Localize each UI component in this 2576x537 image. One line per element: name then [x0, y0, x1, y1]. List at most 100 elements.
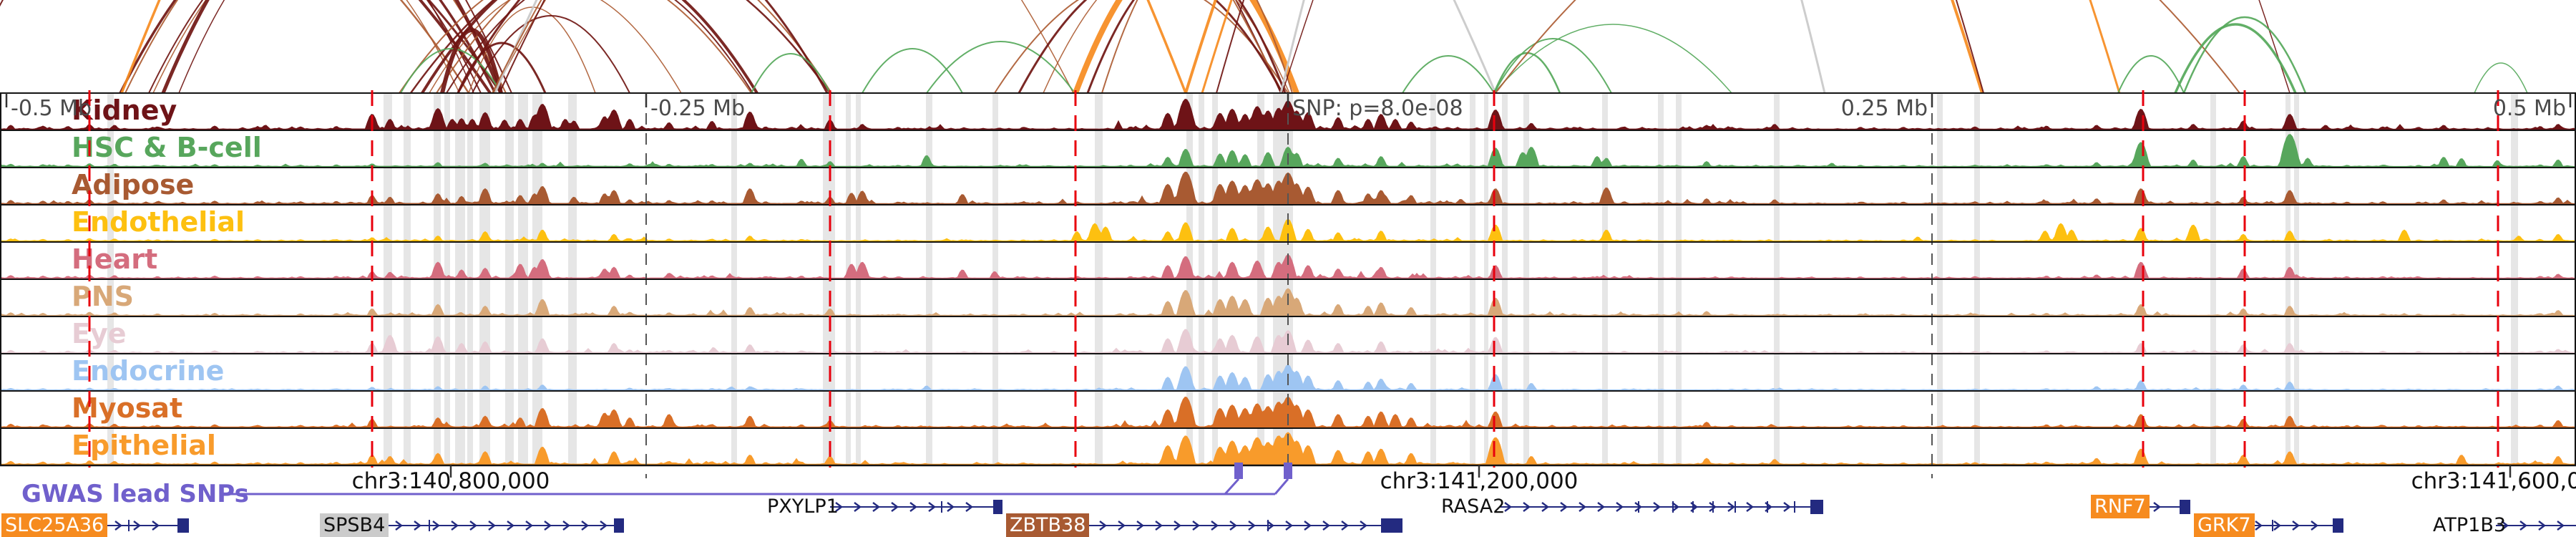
gene-strand-arrow: [835, 502, 843, 512]
interaction-arc: [409, 0, 831, 93]
interaction-arc: [446, 0, 753, 93]
gene-strand-arrow: [469, 521, 477, 531]
interaction-arc: [1101, 0, 1293, 93]
interaction-arc: [429, 0, 682, 93]
gene-exon-box: [177, 518, 189, 533]
gene-strand-arrow: [1322, 521, 1330, 531]
track-signal-path: [0, 171, 2576, 204]
interaction-arc: [994, 0, 1289, 93]
gwas-snp-marker: [1234, 463, 1243, 479]
gene-strand-arrow: [2311, 521, 2318, 531]
track-signal-svg: [0, 432, 2576, 465]
gene-strand-arrow: [451, 521, 459, 531]
gene-strand-arrow: [1783, 502, 1791, 512]
track-signal-path: [0, 396, 2576, 427]
gene-strand-arrow: [1099, 521, 1107, 531]
track-signal-svg: [0, 171, 2576, 204]
interaction-arc: [436, 0, 832, 93]
gene-strand-arrow: [432, 521, 440, 531]
interaction-arc: [178, 0, 474, 93]
scale-label: 0.25 Mb: [1840, 96, 1928, 121]
gene-strand-arrow: [414, 521, 421, 531]
gene-strand-arrow: [1504, 502, 1512, 512]
interaction-arc: [472, 15, 630, 93]
gene-strand-arrow: [1229, 521, 1237, 531]
interaction-arc: [751, 53, 831, 93]
gene-strand-arrow: [2538, 521, 2546, 531]
gene-strand-arrow: [947, 502, 955, 512]
gene-strand-arrow: [1304, 521, 1312, 531]
track-label: Epithelial: [72, 430, 216, 461]
interaction-arc-layer: [0, 0, 2528, 93]
gene-strand-arrow: [2557, 521, 2565, 531]
gene-exon-box: [614, 518, 624, 533]
gene-strand-arrow: [1174, 521, 1181, 531]
gwas-snp-stem: [1274, 478, 1289, 495]
gene-strand-arrow: [2273, 521, 2281, 531]
gene-strand-arrow: [562, 521, 570, 531]
track-signal-path: [0, 254, 2576, 279]
interaction-arc: [152, 0, 460, 93]
interaction-arc: [1493, 38, 1612, 93]
interaction-arc: [421, 0, 758, 93]
gene-label: RASA2: [1441, 495, 1506, 518]
gwas-lead-snps-label: GWAS lead SNPs: [21, 480, 249, 508]
gene-strand-arrow: [581, 521, 589, 531]
gene-strand-arrow: [928, 502, 936, 512]
gene-label: ZBTB38: [1006, 513, 1090, 537]
gene-strand-arrow: [1746, 502, 1754, 512]
gene-strand-arrow: [1616, 502, 1624, 512]
track-row-hsc-b-cell: HSC & B-cell: [0, 130, 2576, 168]
gene-strand-arrow: [2292, 521, 2300, 531]
gene-strand-arrow: [544, 521, 552, 531]
gene-strand-arrow: [1285, 521, 1293, 531]
track-signal-svg: [0, 218, 2576, 241]
gene-strand-arrow: [1155, 521, 1163, 531]
gene-exon-box: [2180, 500, 2190, 514]
gene-strand-arrow: [507, 521, 514, 531]
track-row-adipose: Adipose: [0, 168, 2576, 205]
interaction-arc: [862, 48, 963, 93]
interaction-arc: [440, 28, 503, 93]
scale-label: -0.25 Mb: [650, 96, 746, 121]
track-row-heart: Heart: [0, 242, 2576, 279]
gene-label: PXYLP1: [767, 495, 839, 518]
gene-strand-arrow: [395, 521, 403, 531]
interaction-arc: [2182, 16, 2307, 93]
gene-strand-arrow: [1541, 502, 1549, 512]
track-signal-path: [0, 432, 2576, 465]
track-label: Endothelial: [72, 206, 245, 238]
gene-strand-arrow: [133, 521, 141, 531]
track-row-endothelial: Endothelial: [0, 205, 2576, 242]
gene-strand-arrow: [1727, 502, 1735, 512]
gene-label: GRK7: [2194, 513, 2255, 537]
track-signal-path: [0, 218, 2576, 241]
track-label: Heart: [72, 243, 158, 275]
interaction-arc: [1402, 55, 1495, 93]
gene-exon-box: [1381, 518, 1402, 533]
interaction-arc: [1493, 24, 1732, 93]
gene-strand-arrow: [1523, 502, 1531, 512]
gene-strand-arrow: [525, 521, 533, 531]
gene-strand-arrow: [1672, 502, 1679, 512]
track-label: Eye: [72, 318, 127, 349]
interaction-arc: [1086, 0, 1287, 93]
scale-label: 0.5 Mb: [2492, 96, 2566, 121]
gene-strand-arrow: [872, 502, 880, 512]
interaction-arc: [457, 42, 547, 93]
interaction-arc: [2174, 23, 2297, 93]
gene-label: SPSB4: [320, 513, 389, 537]
gene-strand-arrow: [965, 502, 973, 512]
track-signal-svg: [0, 396, 2576, 427]
gene-exon-box: [993, 500, 1002, 514]
gene-strand-arrow: [600, 521, 608, 531]
gene-exon-box: [1810, 500, 1823, 514]
gene-label: ATP1B3: [2433, 514, 2507, 536]
gwas-snp-stem: [1224, 478, 1240, 495]
gene-strand-arrow: [1709, 502, 1717, 512]
gene-strand-arrow: [1211, 521, 1219, 531]
gene-strand-arrow: [1360, 521, 1367, 531]
gene-strand-arrow: [1579, 502, 1586, 512]
